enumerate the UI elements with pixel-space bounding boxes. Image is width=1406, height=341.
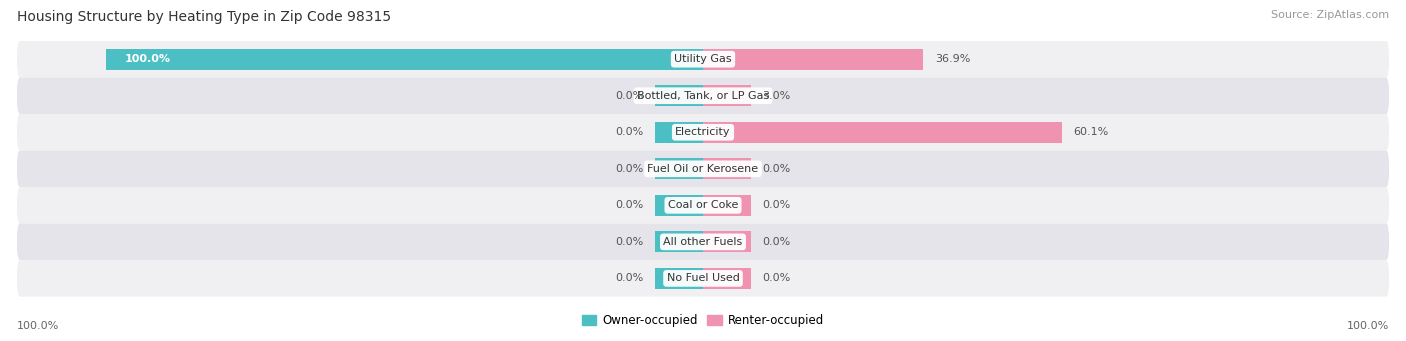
Text: 0.0%: 0.0% (614, 237, 644, 247)
Text: 0.0%: 0.0% (614, 127, 644, 137)
Text: Fuel Oil or Kerosene: Fuel Oil or Kerosene (647, 164, 759, 174)
FancyBboxPatch shape (17, 224, 1389, 260)
FancyBboxPatch shape (17, 260, 1389, 297)
FancyBboxPatch shape (17, 114, 1389, 150)
Text: All other Fuels: All other Fuels (664, 237, 742, 247)
Text: 100.0%: 100.0% (124, 54, 170, 64)
Text: Bottled, Tank, or LP Gas: Bottled, Tank, or LP Gas (637, 91, 769, 101)
Text: 100.0%: 100.0% (17, 321, 59, 331)
Bar (655, 85, 703, 106)
FancyBboxPatch shape (17, 187, 1389, 224)
Text: 60.1%: 60.1% (1074, 127, 1109, 137)
Text: 3.0%: 3.0% (762, 91, 792, 101)
FancyBboxPatch shape (17, 77, 1389, 114)
Bar (655, 122, 703, 143)
Text: 0.0%: 0.0% (614, 273, 644, 283)
Bar (655, 231, 703, 252)
Bar (703, 158, 751, 179)
Text: Coal or Coke: Coal or Coke (668, 200, 738, 210)
Text: 0.0%: 0.0% (762, 273, 792, 283)
FancyBboxPatch shape (17, 150, 1389, 187)
Text: 0.0%: 0.0% (762, 164, 792, 174)
Bar (655, 158, 703, 179)
Bar (655, 268, 703, 289)
Bar (703, 268, 751, 289)
Text: 100.0%: 100.0% (1347, 321, 1389, 331)
Text: Source: ZipAtlas.com: Source: ZipAtlas.com (1271, 10, 1389, 20)
Text: Electricity: Electricity (675, 127, 731, 137)
Text: 0.0%: 0.0% (762, 237, 792, 247)
Bar (703, 122, 1062, 143)
Bar (703, 195, 751, 216)
Text: 0.0%: 0.0% (762, 200, 792, 210)
Text: Utility Gas: Utility Gas (675, 54, 731, 64)
Text: Housing Structure by Heating Type in Zip Code 98315: Housing Structure by Heating Type in Zip… (17, 10, 391, 24)
Bar (703, 231, 751, 252)
Bar (703, 85, 751, 106)
Text: 0.0%: 0.0% (614, 91, 644, 101)
Text: 0.0%: 0.0% (614, 164, 644, 174)
Bar (655, 195, 703, 216)
Text: 0.0%: 0.0% (614, 200, 644, 210)
Text: 36.9%: 36.9% (935, 54, 970, 64)
Bar (107, 48, 703, 70)
FancyBboxPatch shape (17, 41, 1389, 77)
Text: No Fuel Used: No Fuel Used (666, 273, 740, 283)
Legend: Owner-occupied, Renter-occupied: Owner-occupied, Renter-occupied (578, 309, 828, 332)
Bar (703, 48, 924, 70)
